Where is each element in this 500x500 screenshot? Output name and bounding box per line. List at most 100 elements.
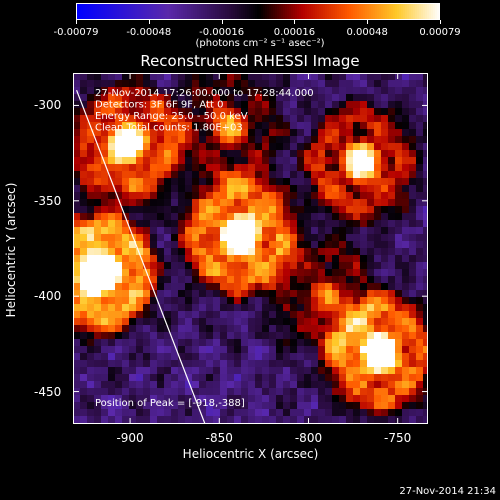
heatmap-cell xyxy=(283,171,291,179)
heatmap-cell xyxy=(346,234,354,242)
heatmap-cell xyxy=(409,381,417,389)
heatmap-cell xyxy=(395,395,403,403)
colorbar-segment xyxy=(261,4,264,19)
heatmap-cell xyxy=(220,129,228,137)
heatmap-cell xyxy=(283,395,291,403)
colorbar-segment xyxy=(223,4,226,19)
heatmap-cell xyxy=(150,332,158,340)
heatmap-cell xyxy=(136,381,144,389)
heatmap-cell xyxy=(185,297,193,305)
heatmap-cell xyxy=(248,241,256,249)
heatmap-cell xyxy=(227,325,235,333)
heatmap-cell xyxy=(325,269,333,277)
heatmap-cell xyxy=(80,94,88,102)
heatmap-cell xyxy=(409,402,417,410)
heatmap-cell xyxy=(276,262,284,270)
heatmap-cell xyxy=(311,255,319,263)
heatmap-cell xyxy=(164,402,172,410)
heatmap-cell xyxy=(213,80,221,88)
heatmap-cell xyxy=(171,262,179,270)
heatmap-cell xyxy=(388,402,396,410)
heatmap-cell xyxy=(339,178,347,186)
heatmap-cell xyxy=(269,171,277,179)
heatmap-cell xyxy=(339,332,347,340)
heatmap-cell xyxy=(346,339,354,347)
heatmap-cell xyxy=(311,353,319,361)
heatmap-cell xyxy=(241,87,249,95)
heatmap-cell xyxy=(311,220,319,228)
heatmap-cell xyxy=(381,374,389,382)
heatmap-cell xyxy=(101,178,109,186)
heatmap-cell xyxy=(185,283,193,291)
heatmap-cell xyxy=(409,339,417,347)
heatmap-cell xyxy=(262,416,270,424)
heatmap-cell xyxy=(381,381,389,389)
heatmap-cell xyxy=(108,276,116,284)
heatmap-cell xyxy=(227,213,235,221)
heatmap-cell xyxy=(164,199,172,207)
heatmap-cell xyxy=(199,416,207,424)
heatmap-cell xyxy=(339,339,347,347)
heatmap-cell xyxy=(241,339,249,347)
heatmap-cell xyxy=(283,87,291,95)
heatmap-cell xyxy=(213,416,221,424)
heatmap-cell xyxy=(206,150,214,158)
heatmap-cell xyxy=(346,227,354,235)
heatmap-cell xyxy=(255,360,263,368)
heatmap-cell xyxy=(290,255,298,263)
heatmap-cell xyxy=(227,262,235,270)
heatmap-cell xyxy=(129,374,137,382)
heatmap-cell xyxy=(143,199,151,207)
heatmap-cell xyxy=(248,192,256,200)
heatmap-cell xyxy=(129,129,137,137)
heatmap-cell xyxy=(353,136,361,144)
heatmap-cell xyxy=(367,311,375,319)
heatmap-cell xyxy=(241,150,249,158)
colorbar-segment xyxy=(209,4,212,19)
heatmap-cell xyxy=(129,402,137,410)
heatmap-cell xyxy=(122,262,130,270)
colorbar-segment xyxy=(239,4,242,19)
heatmap-cell xyxy=(108,94,116,102)
heatmap-cell xyxy=(332,388,340,396)
heatmap-cell xyxy=(101,241,109,249)
heatmap-cell xyxy=(346,80,354,88)
heatmap-cell xyxy=(157,374,165,382)
heatmap-cell xyxy=(213,262,221,270)
heatmap-cell xyxy=(157,262,165,270)
heatmap-cell xyxy=(395,122,403,130)
heatmap-cell xyxy=(115,395,123,403)
heatmap-cell xyxy=(255,164,263,172)
heatmap-cell xyxy=(318,395,326,403)
heatmap-cell xyxy=(150,353,158,361)
heatmap-cell xyxy=(269,157,277,165)
heatmap-cell xyxy=(171,276,179,284)
heatmap-cell xyxy=(318,304,326,312)
heatmap-cell xyxy=(325,388,333,396)
heatmap-cell xyxy=(157,122,165,130)
heatmap-cell xyxy=(185,388,193,396)
heatmap-cell xyxy=(220,339,228,347)
colorbar-segment xyxy=(363,4,366,19)
heatmap-cell xyxy=(325,199,333,207)
heatmap-cell xyxy=(346,185,354,193)
heatmap-cell xyxy=(80,339,88,347)
heatmap-cell xyxy=(143,101,151,109)
heatmap-cell xyxy=(374,241,382,249)
heatmap-cell xyxy=(248,388,256,396)
heatmap-cell xyxy=(311,276,319,284)
colorbar-tick-mark xyxy=(148,20,150,24)
heatmap-cell xyxy=(409,416,417,424)
heatmap-cell xyxy=(94,353,102,361)
heatmap-cell xyxy=(416,178,424,186)
heatmap-cell xyxy=(283,283,291,291)
heatmap-cell xyxy=(87,206,95,214)
heatmap-cell xyxy=(374,374,382,382)
heatmap-cell xyxy=(381,178,389,186)
heatmap-cell xyxy=(87,94,95,102)
heatmap-cell xyxy=(227,367,235,375)
heatmap-cell xyxy=(409,395,417,403)
heatmap-cell xyxy=(311,73,319,81)
heatmap-cell xyxy=(402,311,410,319)
heatmap-cell xyxy=(346,353,354,361)
